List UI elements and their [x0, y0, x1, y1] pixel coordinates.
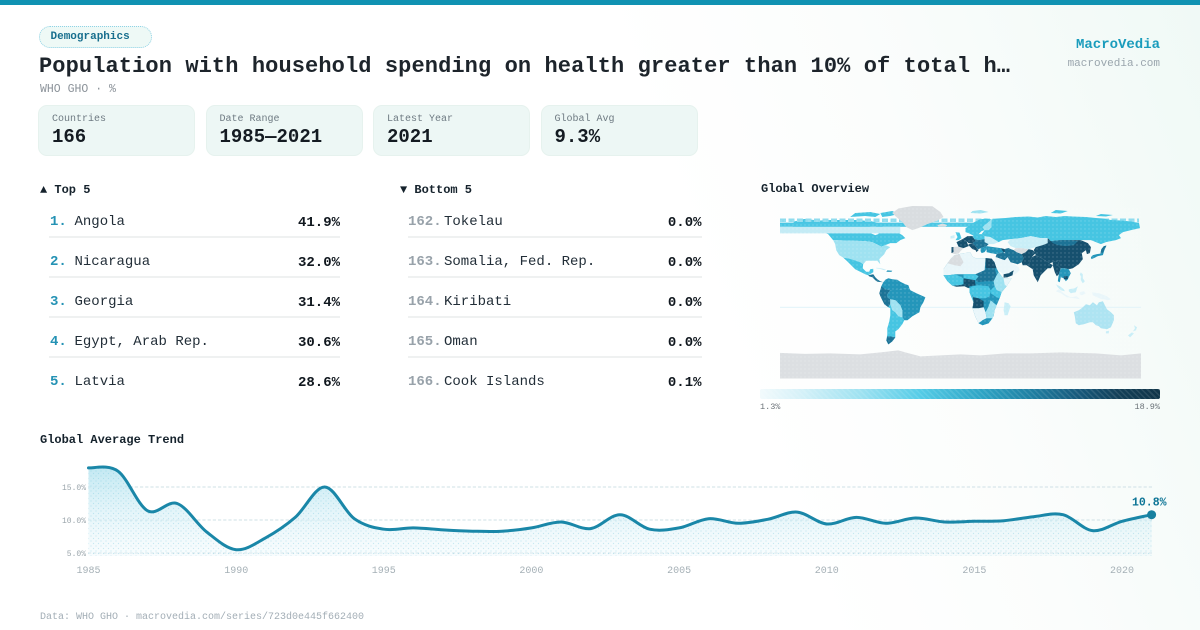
svg-text:2020: 2020 — [1110, 566, 1134, 577]
svg-text:2015: 2015 — [962, 566, 986, 577]
svg-text:5.0%: 5.0% — [67, 550, 86, 559]
svg-text:2005: 2005 — [667, 566, 691, 577]
svg-text:1995: 1995 — [372, 566, 396, 577]
svg-text:10.0%: 10.0% — [62, 517, 86, 526]
svg-text:1990: 1990 — [224, 566, 248, 577]
svg-text:15.0%: 15.0% — [62, 484, 86, 493]
svg-text:2010: 2010 — [815, 566, 839, 577]
svg-text:2000: 2000 — [519, 566, 543, 577]
svg-text:1985: 1985 — [76, 566, 100, 577]
svg-text:10.8%: 10.8% — [1132, 497, 1167, 510]
